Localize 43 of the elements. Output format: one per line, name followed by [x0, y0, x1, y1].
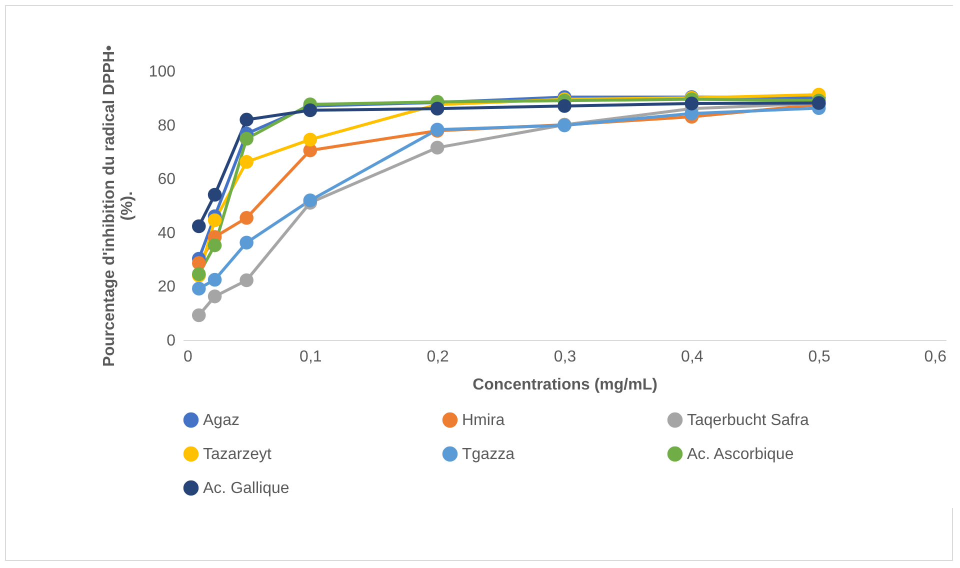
point [208, 213, 222, 228]
y-tick-label: 40 [158, 224, 176, 242]
legend-label: Agaz [203, 412, 240, 430]
y-tick-label: 20 [158, 278, 176, 296]
point [208, 188, 222, 202]
point [430, 102, 444, 116]
point [240, 155, 254, 169]
x-tick-label: 0,5 [808, 348, 831, 366]
point [303, 103, 318, 118]
x-tick-label: 0,2 [426, 348, 450, 366]
x-axis-title: Concentrations (mg/mL) [472, 376, 658, 394]
point [208, 290, 222, 304]
legend-label: Tazarzeyt [203, 446, 272, 463]
y-tick-label: 60 [158, 171, 176, 188]
point [192, 308, 206, 322]
point [430, 140, 444, 155]
legend-label: Tgazza [462, 446, 515, 463]
x-tick-label: 0,1 [300, 348, 322, 366]
legend-label: Ac. Ascorbique [687, 446, 794, 463]
point [240, 210, 254, 225]
y-tick-label: 80 [158, 117, 176, 134]
legend-label: Taqerbucht Safra [687, 412, 809, 430]
y-tick-label: 100 [148, 64, 176, 80]
y-tick-label: 0 [166, 332, 176, 350]
point [684, 96, 699, 110]
point [208, 272, 222, 287]
legend-label: Ac. Gallique [203, 480, 290, 497]
point [303, 132, 318, 146]
point [240, 112, 254, 127]
point [240, 132, 254, 146]
x-tick-label: 0,4 [681, 348, 704, 366]
point [558, 99, 572, 113]
point [192, 219, 206, 234]
x-tick-label: 0,6 [924, 348, 947, 366]
x-tick-label: 0 [184, 348, 192, 366]
point [240, 236, 254, 250]
legend-label: Hmira [462, 412, 505, 430]
y-axis-title: Pourcentage d'inhibition du radical DPPH• (%). [100, 44, 136, 367]
point [303, 194, 318, 208]
point [208, 238, 222, 252]
point [240, 273, 254, 288]
x-tick-label: 0,3 [554, 348, 576, 366]
point [192, 282, 206, 296]
